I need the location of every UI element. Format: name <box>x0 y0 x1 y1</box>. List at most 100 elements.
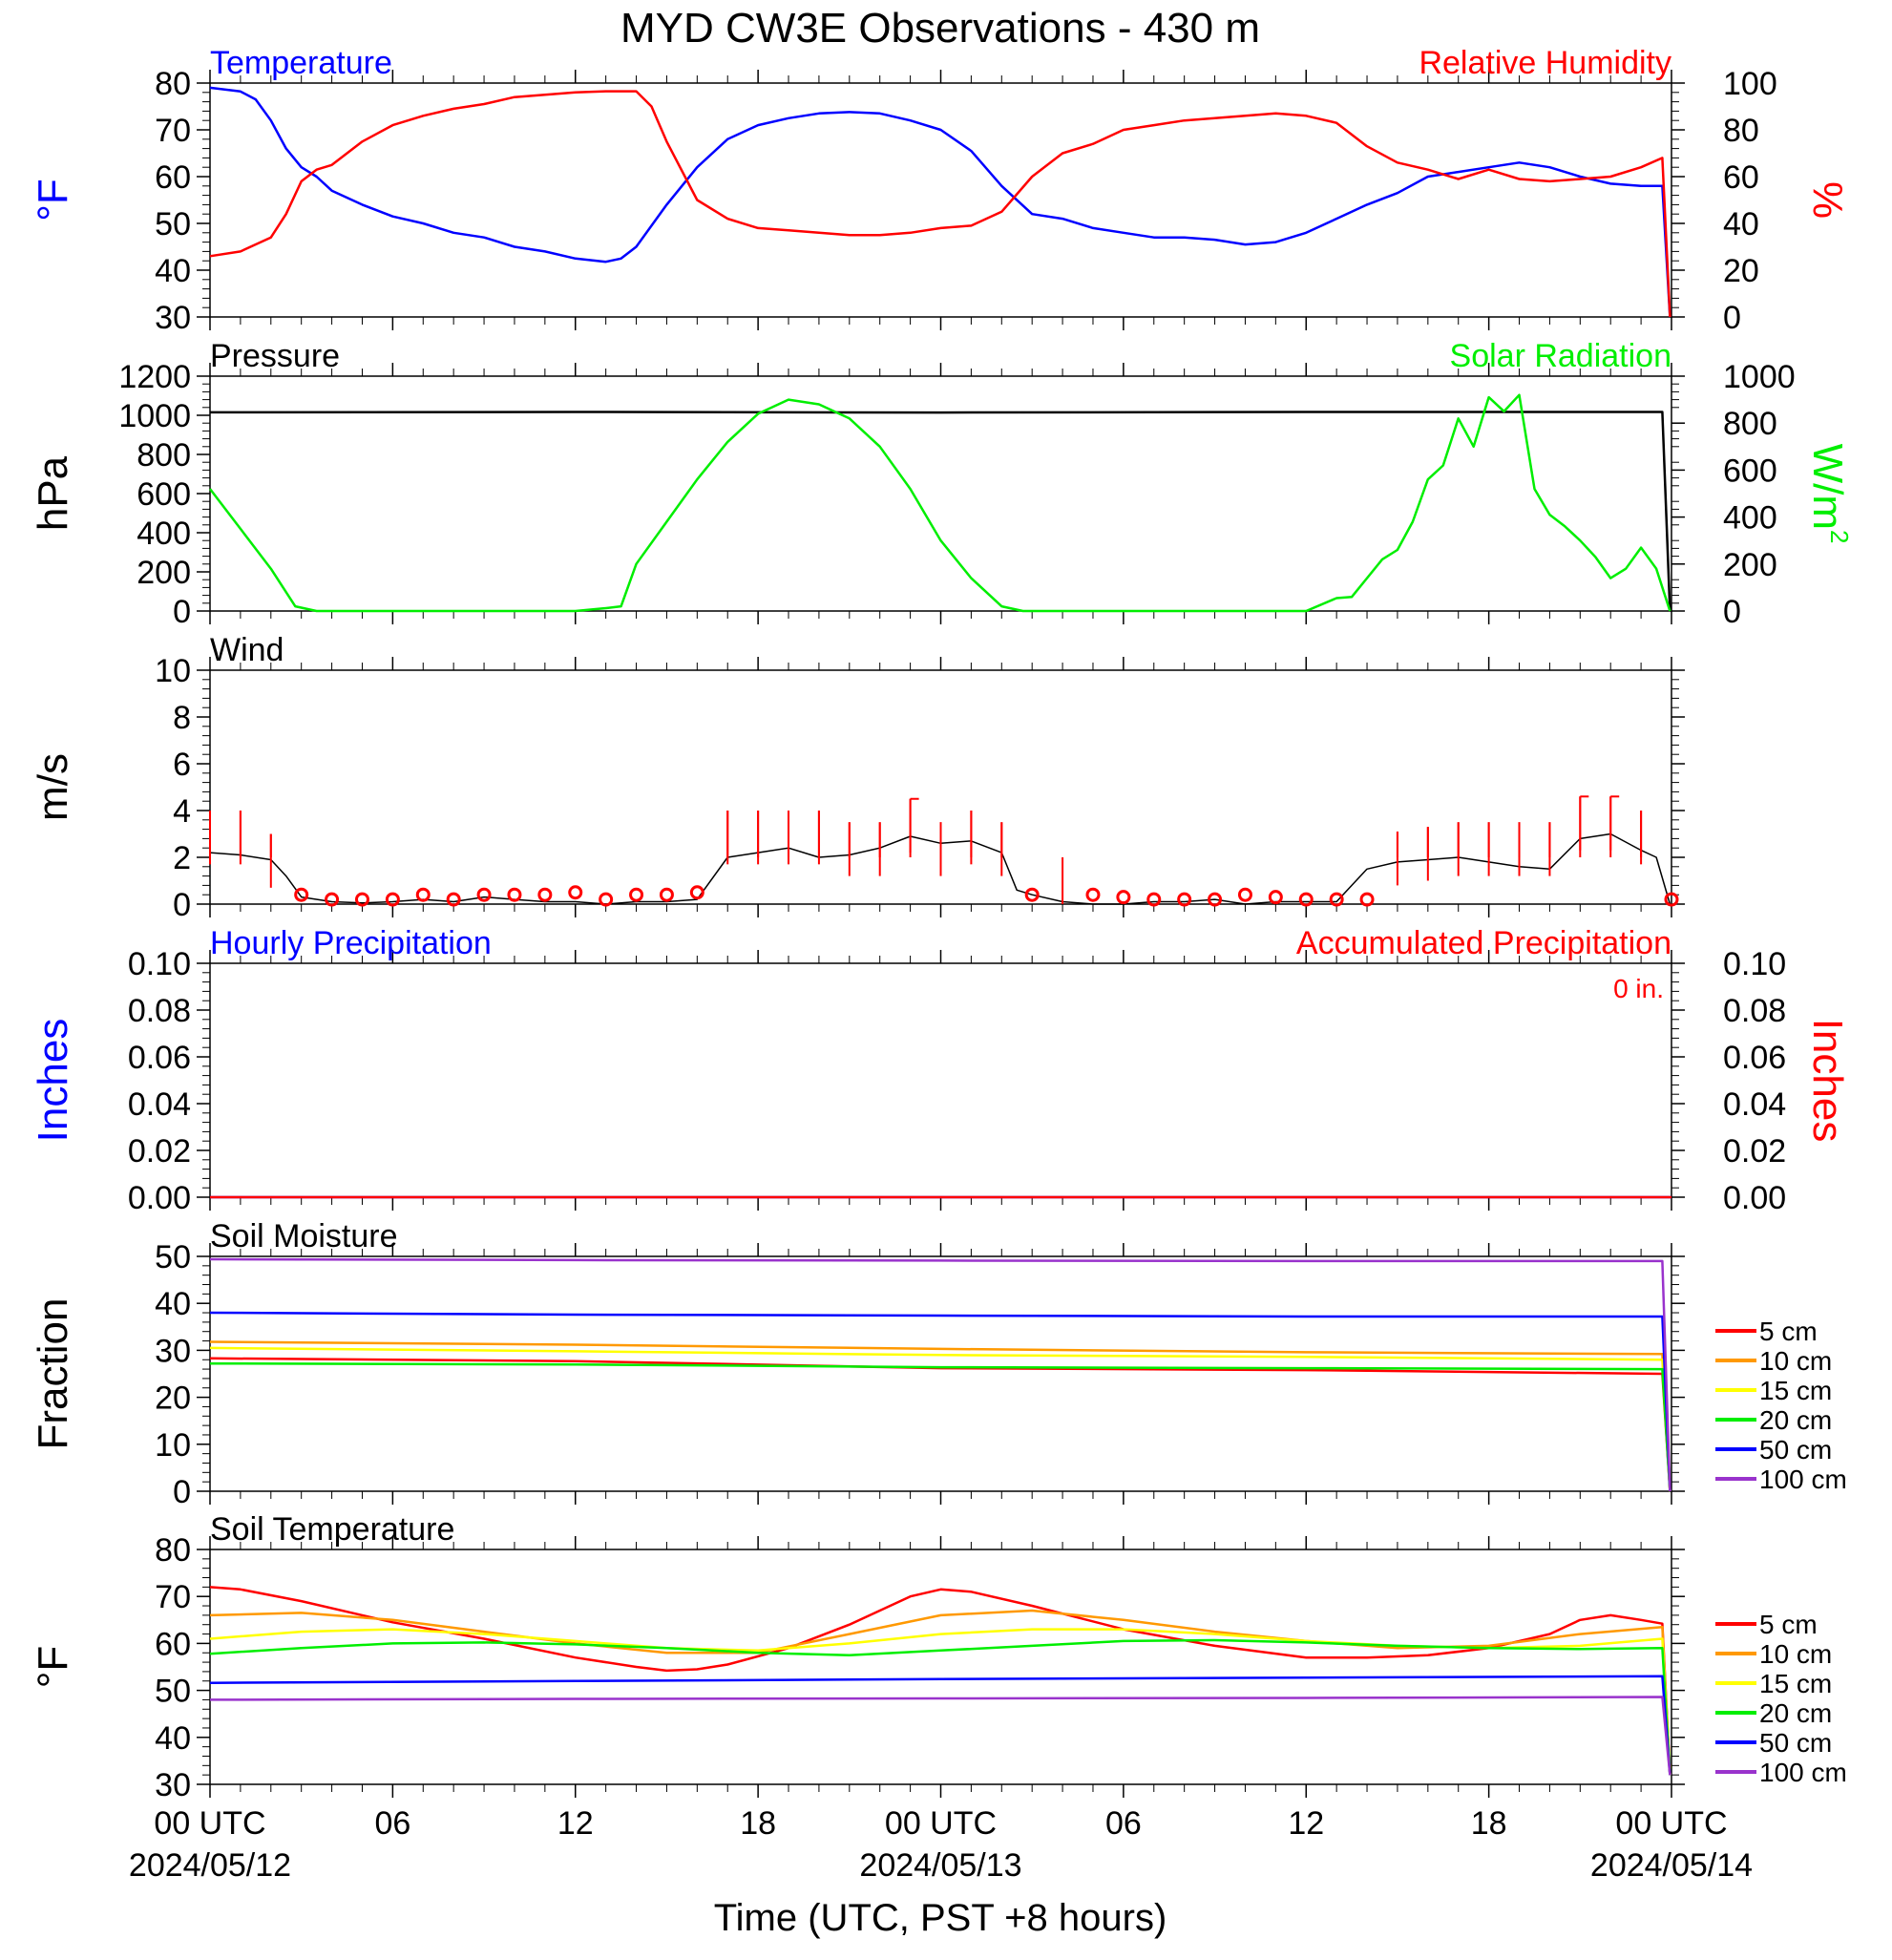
plot-frame <box>209 1549 1672 1785</box>
y-tick-label-left: 1000 <box>118 398 191 434</box>
y-tick-label-left: 40 <box>155 1720 191 1757</box>
series-line-10-cm <box>209 1609 1671 1776</box>
panel-label-right: Accumulated Precipitation <box>1296 925 1671 961</box>
y-tick-label-left: 30 <box>155 300 191 336</box>
wind-calm-marker <box>629 887 644 902</box>
y-axis-unit-right: W/m2 <box>1804 444 1854 544</box>
y-axis-unit-left: Inches <box>30 1019 76 1143</box>
y-tick-label-right: 1000 <box>1723 359 1796 395</box>
wind-calm-marker <box>385 892 400 907</box>
y-tick-label-left: 0.02 <box>128 1133 191 1170</box>
y-tick-label-left: 0.04 <box>128 1086 191 1123</box>
wind-calm-marker <box>659 887 674 902</box>
wind-calm-marker <box>1177 892 1192 907</box>
wind-calm-marker <box>1329 892 1344 907</box>
legend-label: 20 cm <box>1759 1405 1832 1435</box>
wind-calm-marker <box>689 885 704 900</box>
plot-frame <box>209 82 1672 318</box>
wind-calm-marker <box>415 887 431 902</box>
legend-label: 15 cm <box>1759 1376 1832 1405</box>
x-tick-label: 12 <box>557 1805 594 1842</box>
wind-calm-marker <box>476 887 492 902</box>
y-tick-label-left: 0.06 <box>128 1040 191 1076</box>
legend-label: 5 cm <box>1759 1610 1818 1639</box>
series-line-wind <box>209 832 1671 905</box>
panel-label-left: Hourly Precipitation <box>210 925 492 961</box>
y-tick-label-left: 0 <box>173 1474 191 1510</box>
y-axis-unit-left: °F <box>30 179 76 221</box>
plot-frame <box>209 962 1672 1198</box>
y-tick-label-left: 30 <box>155 1333 191 1369</box>
y-tick-label-left: 0.08 <box>128 993 191 1029</box>
series-line-50-cm <box>209 1311 1671 1492</box>
legend-label: 10 cm <box>1759 1346 1832 1376</box>
series-line-temperature <box>209 86 1671 318</box>
legend-label: 20 cm <box>1759 1698 1832 1728</box>
y-tick-label-right: 200 <box>1723 547 1777 583</box>
wind-calm-marker <box>507 887 522 902</box>
y-tick-label-right: 0.04 <box>1723 1086 1786 1123</box>
y-tick-label-left: 60 <box>155 159 191 196</box>
y-tick-label-right: 40 <box>1723 206 1759 242</box>
series-line-20-cm <box>209 1638 1671 1776</box>
panel-label-left: Pressure <box>210 338 340 374</box>
y-tick-label-right: 0.10 <box>1723 946 1786 982</box>
y-tick-label-left: 50 <box>155 206 191 242</box>
wind-calm-marker <box>1085 887 1101 902</box>
x-date-label: 2024/05/14 <box>1590 1847 1753 1884</box>
chart-title: MYD CW3E Observations - 430 m <box>620 5 1260 52</box>
plot-frame <box>209 1255 1672 1492</box>
y-tick-label-right: 0 <box>1723 594 1741 630</box>
y-tick-label-left: 600 <box>137 476 191 513</box>
wind-calm-marker <box>1298 892 1314 907</box>
y-tick-label-right: 100 <box>1723 66 1777 102</box>
panel-label-right: Relative Humidity <box>1419 45 1671 81</box>
y-tick-label-left: 70 <box>155 1579 191 1615</box>
wind-calm-marker <box>354 892 369 907</box>
series-line-solar-radiation <box>209 393 1671 613</box>
wind-calm-marker <box>1116 890 1131 905</box>
y-tick-label-left: 400 <box>137 516 191 552</box>
y-tick-label-left: 50 <box>155 1674 191 1710</box>
series-line-20-cm <box>209 1361 1671 1492</box>
x-tick-label: 06 <box>374 1805 410 1842</box>
y-tick-label-right: 400 <box>1723 500 1777 537</box>
x-tick-label: 06 <box>1105 1805 1142 1842</box>
y-tick-label-right: 80 <box>1723 113 1759 149</box>
y-tick-label-right: 0 <box>1723 300 1741 336</box>
x-tick-label: 00 UTC <box>1615 1805 1727 1842</box>
accumulated-total: 0 in. <box>1613 974 1664 1003</box>
wind-calm-marker <box>446 892 461 907</box>
series-line-100-cm <box>209 1696 1671 1776</box>
y-tick-label-left: 80 <box>155 1532 191 1569</box>
series-line-5-cm <box>209 1357 1671 1492</box>
wind-calm-marker <box>1208 892 1223 907</box>
series-line-relative-humidity <box>209 90 1671 318</box>
y-tick-label-left: 800 <box>137 437 191 474</box>
y-axis-unit-left: hPa <box>30 455 76 531</box>
legend-label: 15 cm <box>1759 1669 1832 1698</box>
wind-calm-marker <box>1664 892 1679 907</box>
legend-label: 100 cm <box>1759 1758 1847 1787</box>
series-line-100-cm <box>209 1257 1671 1492</box>
y-tick-label-left: 70 <box>155 113 191 149</box>
panel-precip: 0.00 0.02 0.04 0.06 0.08 0.10 0.00 0.02 0.04 0.06… <box>30 925 1851 1216</box>
wind-calm-marker <box>599 892 614 907</box>
panel-label-left: Soil Temperature <box>210 1511 454 1548</box>
y-tick-label-left: 50 <box>155 1239 191 1275</box>
y-tick-label-right: 0.02 <box>1723 1133 1786 1170</box>
panel-wind: 0 2 4 6 8 10 Wind m/s <box>30 632 1685 923</box>
y-tick-label-right: 800 <box>1723 406 1777 442</box>
y-tick-label-left: 1200 <box>118 359 191 395</box>
y-tick-label-left: 0 <box>173 887 191 923</box>
y-tick-label-left: 4 <box>173 793 191 830</box>
wind-calm-marker <box>1146 892 1162 907</box>
y-tick-label-left: 0.10 <box>128 946 191 982</box>
wind-calm-marker <box>1237 887 1252 902</box>
y-tick-label-left: 10 <box>155 653 191 689</box>
x-tick-label: 00 UTC <box>885 1805 997 1842</box>
y-axis-unit-left: Fraction <box>30 1298 76 1450</box>
